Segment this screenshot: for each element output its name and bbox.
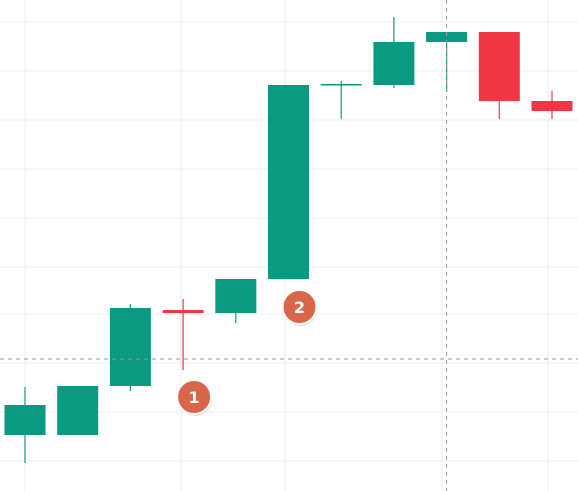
candle-body	[109, 308, 151, 386]
event-marker-badge[interactable]	[176, 379, 213, 415]
candle-body	[320, 84, 362, 86]
candle-body	[531, 101, 573, 111]
candle	[109, 304, 151, 391]
event-marker[interactable]: 1	[176, 379, 213, 416]
candle-body	[162, 310, 204, 313]
candle	[478, 32, 520, 119]
candle-body	[373, 42, 415, 85]
candle	[57, 386, 99, 435]
candle	[320, 81, 362, 119]
event-marker[interactable]: 2	[281, 289, 318, 326]
event-marker-badge[interactable]	[281, 289, 318, 325]
event-marker-label: 2	[294, 298, 305, 317]
candle-body	[215, 279, 257, 313]
candle	[215, 279, 257, 323]
candle-body	[478, 32, 520, 101]
event-marker-label: 1	[189, 388, 200, 407]
candle	[531, 91, 573, 119]
candle	[373, 17, 415, 88]
candle-body	[268, 85, 309, 279]
candle-body	[426, 32, 468, 42]
candle	[268, 85, 309, 279]
candle-body	[4, 405, 46, 435]
candle	[4, 387, 46, 463]
event-markers: 12	[176, 289, 318, 416]
candle-body	[57, 386, 99, 435]
candle-series	[4, 17, 573, 463]
candle	[162, 299, 204, 370]
